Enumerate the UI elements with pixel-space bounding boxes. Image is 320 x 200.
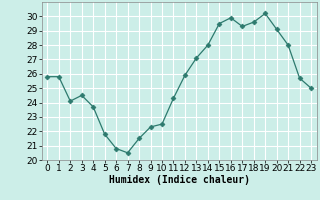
X-axis label: Humidex (Indice chaleur): Humidex (Indice chaleur) (109, 175, 250, 185)
